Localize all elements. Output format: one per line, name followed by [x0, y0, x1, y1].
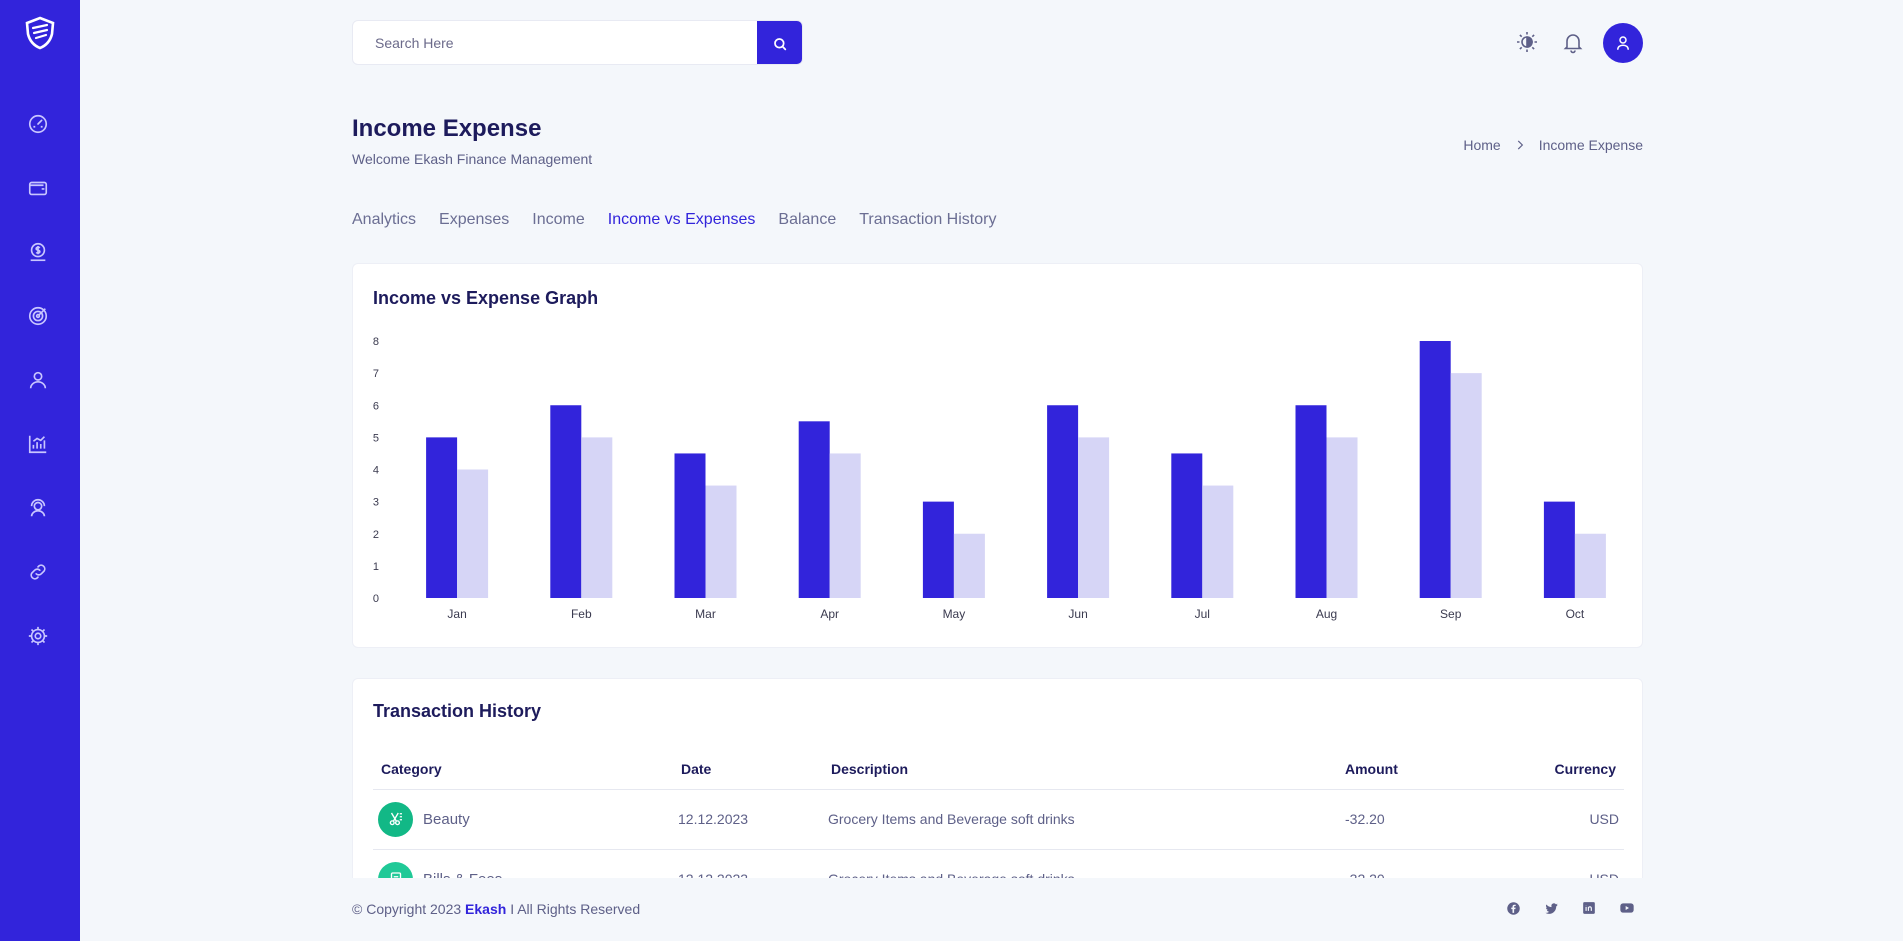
breadcrumb: Home Income Expense	[1463, 137, 1643, 153]
linkedin-icon[interactable]	[1579, 898, 1599, 918]
search-button[interactable]	[757, 21, 802, 64]
y-tick-label: 7	[373, 368, 379, 380]
user-avatar-icon	[1617, 36, 1629, 50]
tab-income[interactable]: Income	[532, 211, 585, 228]
y-tick-label: 2	[373, 529, 379, 541]
bar-series-2	[1574, 533, 1606, 598]
bar-series-1	[922, 501, 954, 598]
money-hand-icon[interactable]	[24, 238, 52, 266]
y-tick-label: 6	[373, 400, 379, 412]
copyright-suffix: I All Rights Reserved	[510, 901, 641, 917]
income-expense-chart-card: Income vs Expense Graph 0 1 2 3 4 5 6 7 8 Jan Feb M…	[352, 263, 1643, 648]
transaction-description: Grocery Items and Beverage soft drinks	[823, 789, 1333, 850]
bar-series-1	[1419, 341, 1451, 598]
support-agent-icon[interactable]	[24, 494, 52, 522]
income-expense-bar-chart: 0 1 2 3 4 5 6 7 8 Jan Feb Mar Apr May Jun Jul Aug Sep Oct	[373, 336, 1606, 621]
tab-transaction-history[interactable]: Transaction History	[859, 211, 997, 228]
footer	[80, 878, 1903, 941]
x-tick-label: Apr	[820, 607, 839, 621]
x-tick-label: Mar	[695, 607, 716, 621]
tab-income-vs-expenses[interactable]: Income vs Expenses	[607, 211, 756, 228]
bar-series-1	[1543, 501, 1575, 598]
copyright-prefix: © Copyright 2023	[352, 901, 462, 917]
x-tick-label: Aug	[1316, 607, 1337, 621]
table-header-row: Category Date Description Amount Currenc…	[373, 749, 1624, 790]
bar-series-2	[1202, 485, 1234, 598]
y-tick-label: 0	[373, 593, 379, 605]
youtube-icon[interactable]	[1617, 898, 1637, 918]
x-tick-label: Feb	[571, 607, 592, 621]
category-name: Beauty	[423, 810, 470, 828]
column-header-description: Description	[823, 749, 1333, 790]
tab-expenses[interactable]: Expenses	[439, 211, 510, 228]
bar-series-2	[581, 437, 613, 598]
twitter-icon[interactable]	[1541, 898, 1561, 918]
bar-series-2	[1450, 373, 1482, 598]
bar-series-2	[705, 485, 737, 598]
dashboard-gauge-icon[interactable]	[24, 110, 52, 138]
x-tick-label: Sep	[1440, 607, 1462, 621]
chevron-right-icon	[1517, 140, 1523, 150]
target-icon[interactable]	[24, 302, 52, 330]
y-tick-label: 3	[373, 497, 379, 509]
chart-title: Income vs Expense Graph	[373, 288, 599, 308]
column-header-amount: Amount	[1333, 749, 1475, 790]
link-icon[interactable]	[24, 558, 52, 586]
theme-toggle-icon[interactable]	[1513, 28, 1541, 56]
page-title: Income Expense	[352, 115, 542, 142]
y-tick-label: 1	[373, 561, 379, 573]
column-header-date: Date	[673, 749, 823, 790]
bar-series-1	[1295, 405, 1327, 598]
transaction-date: 12.12.2023	[673, 789, 823, 850]
tabs: Analytics Expenses Income Income vs Expe…	[352, 211, 996, 229]
bar-series-1	[426, 437, 458, 598]
bar-series-2	[829, 453, 861, 598]
bar-series-2	[1326, 437, 1358, 598]
brand-link[interactable]: Ekash	[465, 901, 507, 917]
x-tick-label: Oct	[1566, 607, 1585, 621]
transaction-history-title: Transaction History	[373, 701, 542, 721]
shield-logo-icon[interactable]	[23, 16, 57, 50]
bar-series-2	[457, 469, 489, 598]
avatar[interactable]	[1603, 23, 1643, 63]
x-tick-label: Jan	[447, 607, 466, 621]
bar-series-1	[1171, 453, 1203, 598]
search-icon	[773, 37, 786, 50]
bar-series-1	[550, 405, 582, 598]
table-row[interactable]: Beauty 12.12.2023 Grocery Items and Beve…	[373, 789, 1624, 850]
breadcrumb-current: Income Expense	[1538, 137, 1643, 153]
search-input[interactable]	[353, 21, 757, 64]
sidebar	[0, 0, 80, 941]
y-tick-label: 8	[373, 336, 379, 348]
x-tick-label: Jun	[1068, 607, 1087, 621]
y-tick-label: 4	[373, 465, 379, 477]
breadcrumb-home[interactable]: Home	[1463, 137, 1501, 153]
search-bar	[352, 20, 803, 65]
tab-analytics[interactable]: Analytics	[352, 211, 417, 228]
bar-series-1	[674, 453, 706, 598]
bar-series-1	[1047, 405, 1079, 598]
bar-series-2	[953, 533, 985, 598]
bar-series-1	[798, 421, 830, 598]
tab-balance[interactable]: Balance	[778, 211, 837, 228]
column-header-currency: Currency	[1474, 749, 1624, 790]
copyright: © Copyright 2023 Ekash I All Rights Rese…	[352, 901, 640, 917]
x-tick-label: Jul	[1195, 607, 1210, 621]
analytics-chart-icon[interactable]	[24, 430, 52, 458]
settings-gear-icon[interactable]	[24, 622, 52, 650]
transaction-amount: -32.20	[1333, 789, 1475, 850]
x-tick-label: May	[943, 607, 966, 621]
page-subtitle: Welcome Ekash Finance Management	[352, 151, 593, 167]
scissors-icon	[378, 801, 413, 837]
transaction-currency: USD	[1474, 789, 1624, 850]
facebook-icon[interactable]	[1503, 898, 1523, 918]
wallet-icon[interactable]	[24, 174, 52, 202]
column-header-category: Category	[373, 749, 673, 790]
notification-bell-icon[interactable]	[1559, 28, 1587, 56]
bar-series-2	[1078, 437, 1110, 598]
y-tick-label: 5	[373, 432, 379, 444]
user-icon[interactable]	[24, 366, 52, 394]
